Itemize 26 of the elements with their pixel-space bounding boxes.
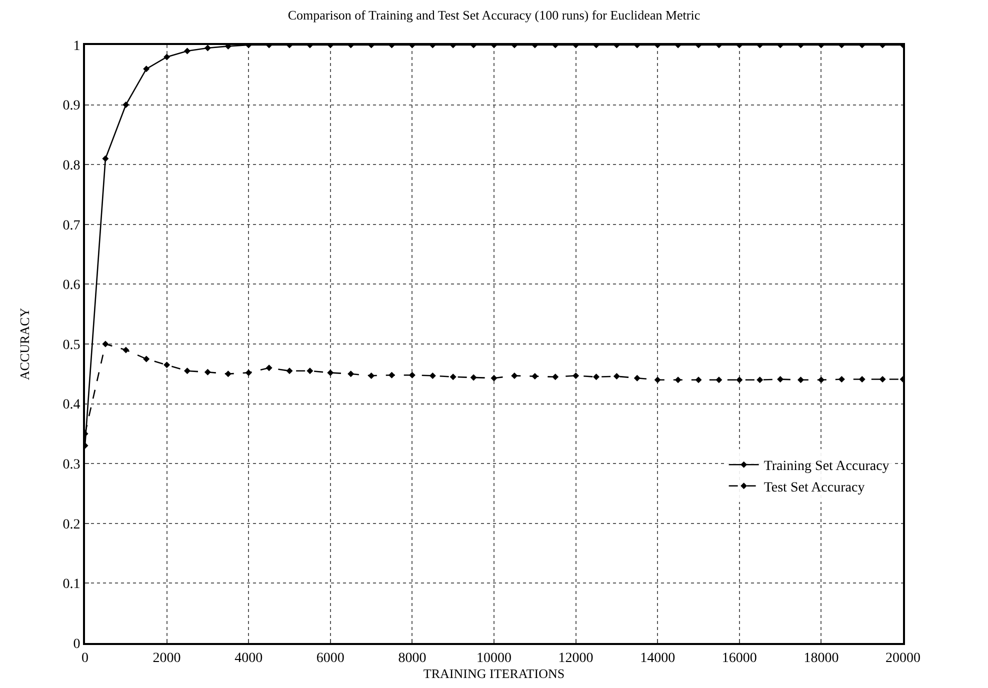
y-tick-label: 1 [73, 38, 80, 54]
x-tick-label: 12000 [558, 650, 594, 666]
y-tick-label: 0.6 [62, 278, 80, 294]
y-tick-label: 0.2 [62, 517, 80, 532]
y-tick-label: 0.8 [62, 158, 80, 174]
legend-label: Test Set Accuracy [764, 480, 865, 496]
x-tick-label: 6000 [316, 650, 344, 666]
y-tick-label: 0.1 [62, 577, 80, 592]
y-tick-label: 0.4 [62, 398, 80, 413]
x-tick-label: 2000 [152, 650, 181, 666]
x-tick-label: 16000 [722, 650, 757, 666]
chart-title: Comparison of Training and Test Set Accuracy (100 runs) for Euclidean Metric [288, 7, 700, 22]
x-tick-label: 20000 [886, 650, 920, 666]
y-tick-label: 0.5 [62, 338, 80, 353]
y-tick-label: 0 [73, 636, 80, 652]
x-tick-label: 10000 [476, 650, 512, 666]
x-axis-title: TRAINING ITERATIONS [423, 666, 565, 681]
y-tick-label: 0.3 [62, 458, 80, 472]
x-tick-label: 8000 [398, 650, 426, 666]
legend-label: Training Set Accuracy [764, 459, 890, 474]
y-tick-label: 0.9 [62, 98, 80, 114]
x-tick-label: 14000 [640, 650, 676, 666]
x-tick-label: 4000 [234, 650, 263, 666]
y-axis-title: ACCURACY [17, 307, 32, 380]
x-tick-label: 18000 [804, 650, 839, 666]
y-tick-label: 0.7 [62, 218, 80, 234]
